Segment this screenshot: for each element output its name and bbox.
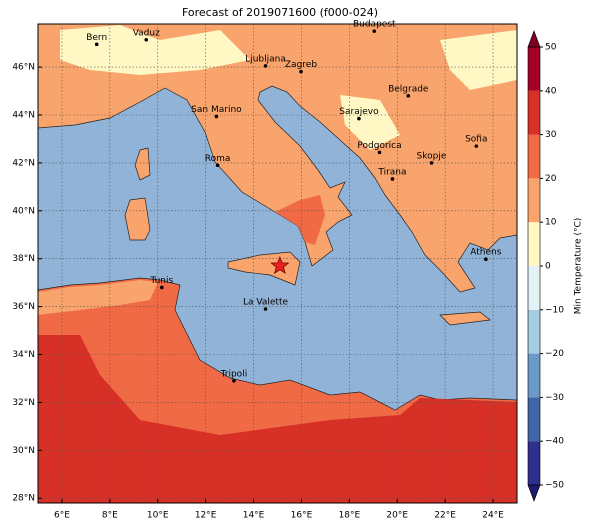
city-dot <box>94 42 99 47</box>
colorbar-segment <box>528 222 540 266</box>
city-label: Roma <box>205 154 231 164</box>
city-label: Sarajevo <box>339 107 379 117</box>
city-label: Zagreb <box>285 60 317 70</box>
land-cool-alps <box>60 25 250 75</box>
colorbar-segment <box>528 309 540 354</box>
land-cool-east <box>440 30 517 90</box>
colorbar-label: Min Temperature (°C) <box>574 218 584 315</box>
city-dot <box>484 257 488 261</box>
city-dot <box>390 177 395 181</box>
x-tick-label: 8°E <box>102 511 118 521</box>
x-tick-label: 24°E <box>482 511 504 521</box>
colorbar-under <box>527 484 541 502</box>
colorbar-segment <box>528 397 540 442</box>
city-dot <box>406 94 411 98</box>
y-tick-label: 28°N <box>12 494 35 504</box>
x-tick-label: 16°E <box>291 511 313 521</box>
x-tick-label: 22°E <box>434 511 456 521</box>
colorbar-tick-label: 20 <box>545 174 557 184</box>
city-label: Tunis <box>149 276 173 286</box>
x-tick-label: 20°E <box>386 511 408 521</box>
city-dot <box>372 29 377 33</box>
chart-title: Forecast of 2019071600 (f000-024) <box>182 6 378 19</box>
city-label: Ljubljana <box>245 54 286 64</box>
city-dot <box>377 150 382 155</box>
land-crete <box>439 311 491 326</box>
colorbar-tick-label: −30 <box>545 393 564 403</box>
colorbar-tick-label: 0 <box>545 262 551 272</box>
city-dot <box>429 161 434 165</box>
city-dot <box>474 144 479 148</box>
land-africa-coast <box>38 280 158 315</box>
city-dot <box>263 307 268 311</box>
colorbar-tick-label: −20 <box>545 349 564 359</box>
y-tick-label: 36°N <box>12 302 35 312</box>
city-dot <box>299 69 303 74</box>
y-tick-label: 42°N <box>12 158 35 168</box>
city-dot <box>214 114 219 119</box>
city-label: Belgrade <box>388 84 429 94</box>
y-tick-label: 38°N <box>12 254 35 264</box>
colorbar-tick-label: 30 <box>545 130 557 140</box>
y-tick-label: 40°N <box>12 206 35 216</box>
land-corsica <box>134 147 151 181</box>
colorbar-over <box>527 30 541 48</box>
map-frame <box>37 23 518 504</box>
colorbar-segment <box>528 134 540 179</box>
city-dot <box>357 116 361 121</box>
land-sicily <box>227 251 301 286</box>
city-dot <box>144 38 149 42</box>
y-tick-label: 46°N <box>12 63 35 73</box>
city-label: Podgorica <box>357 141 401 151</box>
x-tick-label: 10°E <box>147 511 169 521</box>
colorbar-tick-label: 40 <box>545 86 557 96</box>
colorbar-segment <box>528 178 540 223</box>
city-label: Athens <box>470 248 501 258</box>
city-label: San Marino <box>191 105 242 115</box>
city-dot <box>232 379 236 383</box>
city-label: Skopje <box>417 151 447 161</box>
colorbar-tick-label: 10 <box>545 218 557 228</box>
land-cool-balkans <box>340 95 400 150</box>
star-marker <box>270 255 290 275</box>
colorbar-segment <box>528 90 540 135</box>
colorbar-tick-label: −50 <box>545 481 564 491</box>
x-tick-label: 6°E <box>54 511 70 521</box>
city-dot <box>215 163 220 168</box>
city-label: Tirana <box>377 167 406 177</box>
land-sardinia <box>124 197 151 241</box>
city-label: Sofia <box>465 135 487 145</box>
colorbar-segment <box>528 353 540 398</box>
map-area <box>38 24 517 503</box>
x-tick-label: 12°E <box>195 511 217 521</box>
colorbar-segment <box>528 47 540 91</box>
y-tick-label: 44°N <box>12 111 35 121</box>
colorbar-tick-label: −10 <box>545 305 564 315</box>
y-tick-label: 30°N <box>12 446 35 456</box>
y-tick-label: 32°N <box>12 398 35 408</box>
city-label: Budapest <box>353 20 396 30</box>
city-label: Tripoli <box>220 369 248 379</box>
city-label: Vaduz <box>133 28 160 38</box>
city-label: La Valette <box>243 298 288 308</box>
colorbar-tick-label: 50 <box>545 43 557 53</box>
colorbar-segment <box>528 266 540 310</box>
y-tick-label: 34°N <box>12 350 35 360</box>
x-tick-label: 14°E <box>243 511 265 521</box>
land-africa-hot <box>38 335 517 503</box>
city-dot <box>263 64 268 68</box>
city-dot <box>160 285 164 290</box>
colorbar-segment <box>528 441 540 485</box>
land-warm-italy <box>275 195 325 245</box>
city-label: Bern <box>86 33 107 43</box>
colorbar-tick-label: −40 <box>545 437 564 447</box>
x-tick-label: 18°E <box>339 511 361 521</box>
